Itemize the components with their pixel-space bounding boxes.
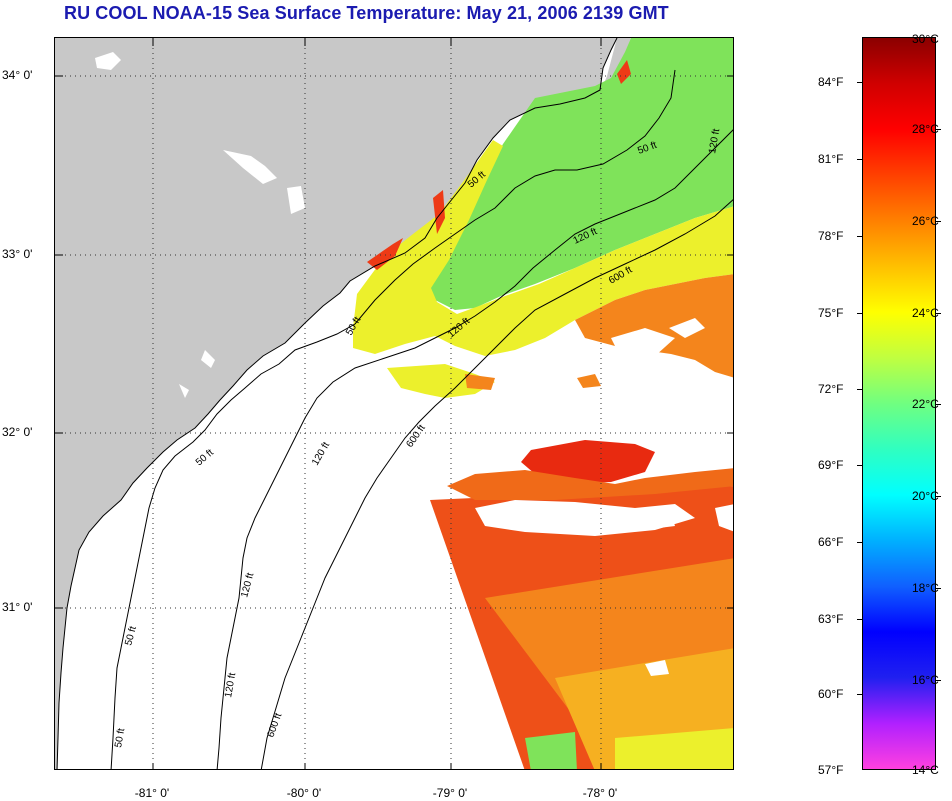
colorbar-f-label: 69°F [818,458,844,472]
sst-region-orange-mid [575,274,733,378]
sst-region-green [425,38,733,310]
colorbar-c-label: 24°C [912,306,939,320]
colorbar-c-label: 22°C [912,397,939,411]
cloud-gap [475,500,733,676]
colorbar-f-label: 57°F [818,763,844,777]
colorbar-c-label: 28°C [912,122,939,136]
cloud-gap [611,328,675,356]
lat-lon-grid [55,38,733,769]
sst-region-orange-patch [465,374,495,390]
colorbar-tick [936,496,941,497]
colorbar-tick [936,404,941,405]
sst-coastal-red [367,238,403,270]
chart-title: RU COOL NOAA-15 Sea Surface Temperature:… [64,3,669,23]
lon-label-80: -80° 0' [286,786,322,800]
colorbar-tick [936,680,941,681]
sst-region-yellow-north [353,140,733,356]
colorbar-tick [936,129,941,130]
sst-red-patch [521,440,655,484]
colorbar-tick [936,588,941,589]
colorbar-c-label: 20°C [912,489,939,503]
colorbar-tick [857,389,862,390]
colorbar-tick [936,313,941,314]
sst-orange-strip [447,468,733,500]
colorbar-f-label: 75°F [818,306,844,320]
sst-coastal-red [617,60,631,84]
lat-label-33: 33° 0' [2,247,33,261]
colorbar-f-label: 78°F [818,229,844,243]
colorbar-tick [857,313,862,314]
sst-colorbar [862,37,936,770]
colorbar-c-label: 30°C [912,32,939,46]
cloud-gap [669,318,705,338]
coastline [56,38,618,769]
land-mass [55,38,617,769]
contour-label-120: 120 ft [310,440,332,467]
colorbar-c-label: 26°C [912,214,939,228]
contour-label-50: 50 ft [123,625,139,647]
lat-label-34: 34° 0' [2,68,33,82]
colorbar-tick [857,465,862,466]
contour-label-120: 120 ft [223,672,238,699]
contour-label-120: 120 ft [707,128,722,155]
sst-map[interactable]: 50 ft 50 ft 50 ft 50 ft 50 ft 50 ft 120 … [54,37,734,770]
colorbar-tick [857,236,862,237]
lon-label-81: -81° 0' [134,786,170,800]
colorbar-tick [857,694,862,695]
colorbar-c-label: 18°C [912,581,939,595]
colorbar-tick [857,542,862,543]
colorbar-f-label: 72°F [818,382,844,396]
colorbar-f-label: 63°F [818,612,844,626]
contour-label-600: 600 ft [404,423,427,450]
lon-label-78: -78° 0' [582,786,618,800]
contour-label-50: 50 ft [113,727,127,748]
colorbar-tick [936,221,941,222]
colorbar-c-label: 16°C [912,673,939,687]
sst-region-yellow-patch [387,364,495,398]
contour-label-50: 50 ft [194,447,216,468]
lat-label-31: 31° 0' [2,600,33,614]
contour-120ft [216,129,733,769]
contour-600ft [260,199,733,769]
colorbar-tick [857,159,862,160]
colorbar-tick [857,619,862,620]
frame-ticks [55,38,733,769]
inland-water [95,52,305,398]
sst-map-canvas: 50 ft 50 ft 50 ft 50 ft 50 ft 50 ft 120 … [55,38,733,769]
contour-label-600: 600 ft [265,712,284,739]
colorbar-f-label: 66°F [818,535,844,549]
colorbar-tick [857,82,862,83]
colorbar-f-label: 81°F [818,152,844,166]
depth-contours [110,69,733,769]
colorbar-f-label: 84°F [818,75,844,89]
contour-50ft [110,69,676,769]
lon-label-79: -79° 0' [432,786,468,800]
lat-label-32: 32° 0' [2,425,33,439]
sst-coastal-red [433,190,445,234]
contour-label-120: 120 ft [239,572,256,599]
sst-region-orange-patch [577,374,601,388]
colorbar-c-label: 14°C [912,763,939,777]
colorbar-f-label: 60°F [818,687,844,701]
